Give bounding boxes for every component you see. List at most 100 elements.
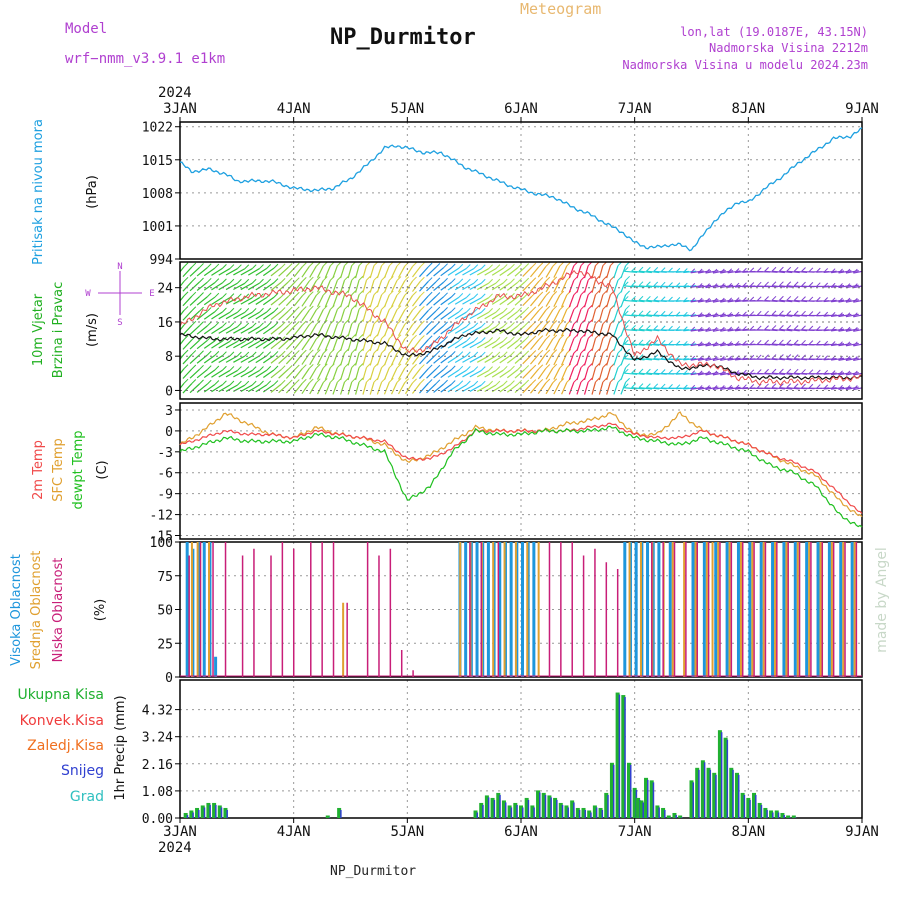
- wind-barb: [576, 309, 582, 322]
- wind-barb: [845, 284, 859, 289]
- wind-barb-flag: [719, 297, 725, 303]
- wind-barb: [240, 311, 253, 320]
- wind-barb-flag: [830, 341, 836, 346]
- wind-barb: [624, 328, 638, 332]
- wind-barb-flag: [502, 278, 508, 284]
- y-tick-label: 50: [157, 604, 173, 619]
- wind-barb-flag: [465, 278, 471, 284]
- wind-barb-flag: [675, 384, 681, 390]
- precip-snow-bar: [658, 807, 660, 818]
- wind-barb: [705, 299, 719, 303]
- wind-barb: [225, 340, 238, 349]
- wind-barb-flag: [742, 311, 747, 317]
- precip-snow-bar: [550, 797, 552, 818]
- wind-barb-flag: [653, 354, 659, 360]
- wind-barb: [786, 372, 800, 376]
- cloud-high-bar: [464, 542, 468, 677]
- wind-barb: [491, 369, 504, 378]
- wind-barb-flag: [625, 377, 630, 383]
- wind-barb-flag: [427, 379, 433, 384]
- precip-snow-bar: [561, 804, 564, 818]
- wind-barb-flag: [823, 326, 829, 332]
- cloud-high-bar: [623, 542, 627, 677]
- wind-barb-flag: [531, 350, 537, 355]
- wind-barb: [390, 294, 398, 308]
- wind-barb-flag: [734, 282, 740, 288]
- wind-barb-flag: [653, 281, 659, 287]
- wind-barb: [180, 295, 185, 302]
- cloud-mid-bar: [842, 542, 845, 677]
- wind-barb: [831, 357, 845, 361]
- precip-total-bar: [632, 787, 637, 818]
- wind-barb-flag: [427, 291, 433, 297]
- cloud-high-bar: [532, 542, 536, 677]
- wind-barb-flag: [199, 321, 204, 327]
- wind-barb: [376, 309, 383, 322]
- wind-barb: [530, 295, 540, 307]
- wind-barb: [247, 340, 260, 349]
- wind-barb-flag: [660, 340, 666, 345]
- wind-barb-flag: [510, 307, 515, 313]
- wind-barb-flag: [823, 355, 829, 361]
- wind-barb-flag: [719, 326, 725, 332]
- wind-barb: [469, 297, 482, 305]
- wind-barb: [390, 338, 398, 351]
- precip-total-bar: [484, 795, 489, 818]
- wind-barb-flag: [749, 296, 755, 302]
- cloud-low-bar: [673, 542, 676, 677]
- precip-snow-bar: [203, 807, 206, 818]
- wind-barb: [606, 265, 611, 279]
- wind-barb: [211, 296, 223, 305]
- wind-barb-flag: [495, 322, 501, 328]
- wind-barb: [180, 310, 185, 317]
- wind-barb-flag: [322, 305, 328, 311]
- wind-barb-flag: [682, 384, 688, 390]
- wind-barb: [255, 355, 268, 364]
- wind-barb: [462, 384, 475, 393]
- wind-barb: [390, 265, 398, 278]
- wind-barb-flag: [690, 282, 696, 288]
- precipitation-panel: 0.001.082.163.244.32: [142, 679, 863, 827]
- wind-barb-flag: [660, 383, 666, 389]
- cloud-low-bar: [605, 562, 608, 677]
- wind-barb: [720, 284, 734, 289]
- wind-barb-flag: [646, 310, 651, 316]
- wind-barb: [293, 310, 303, 321]
- wind-barb: [734, 387, 749, 390]
- wind-barb-flag: [538, 349, 544, 355]
- wind-barb-flag: [638, 325, 644, 330]
- precip-snow-bar: [624, 697, 626, 818]
- wind-barb-flag: [625, 305, 630, 310]
- compass-e-label: E: [149, 289, 154, 299]
- y-tick-label: 75: [157, 570, 173, 585]
- wind-barb: [734, 328, 749, 332]
- cloud-high-bar: [782, 542, 786, 677]
- wind-barb: [218, 282, 231, 291]
- wind-barb: [727, 284, 741, 288]
- wind-barb-flag: [852, 312, 858, 318]
- wind-barb: [823, 372, 837, 375]
- wind-barb: [499, 325, 511, 335]
- wind-barb-flag: [756, 340, 762, 345]
- cloud-high-bar: [668, 542, 672, 677]
- wind-barb-flag: [259, 366, 264, 371]
- y-tick-label: 3: [165, 404, 173, 419]
- wind-barb: [631, 343, 645, 346]
- wind-barb-flag: [287, 292, 293, 297]
- wind-barb: [499, 369, 511, 378]
- precip-total-bar: [700, 760, 705, 818]
- wind-barb: [182, 339, 193, 350]
- wind-barb: [411, 324, 421, 336]
- wind-barb: [545, 382, 554, 395]
- wind-barb-flag: [465, 380, 471, 386]
- wind-barb-flag: [344, 319, 349, 325]
- wind-barb: [853, 314, 862, 318]
- wind-barb-flag: [517, 365, 522, 371]
- wind-barb-flag: [222, 380, 227, 386]
- precip-total-bar: [689, 780, 694, 818]
- wind-barb: [293, 339, 303, 351]
- wind-barb-flag: [495, 366, 501, 371]
- wind-barb: [591, 352, 597, 366]
- wind-barb-flag: [646, 266, 651, 272]
- wind-barb-flag: [294, 379, 300, 384]
